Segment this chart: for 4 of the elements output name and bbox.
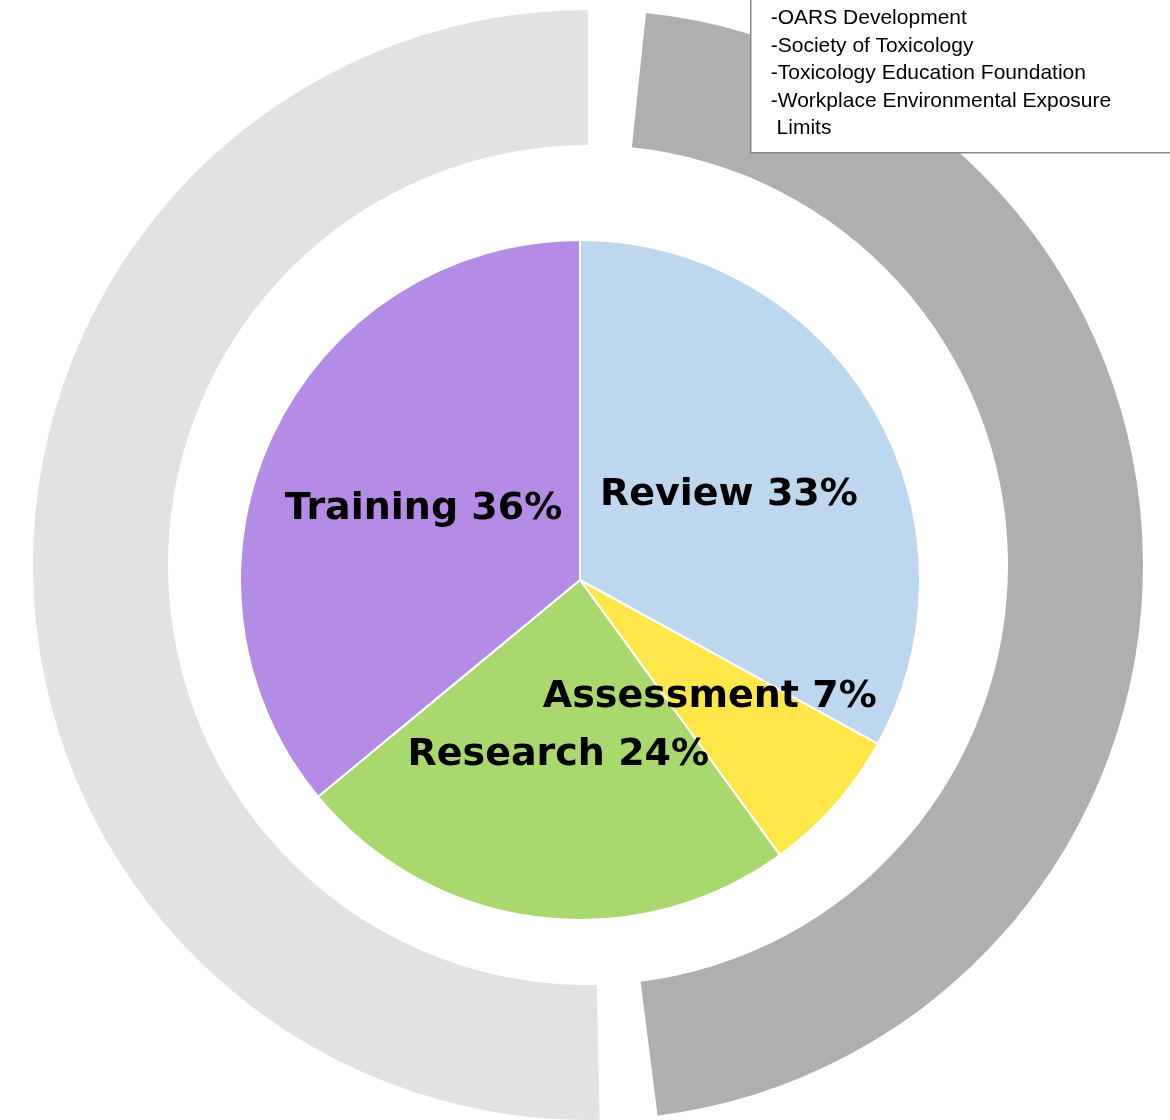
slice-label: Review 33%: [599, 469, 858, 514]
text: -OARS Development -Society of Toxicology -Toxicology Education Foundation -Workplace Environmental Exposure Limits: [770, 5, 1112, 138]
slice-label: Training 36%: [284, 484, 563, 529]
slice-label: Research 24%: [407, 729, 710, 774]
